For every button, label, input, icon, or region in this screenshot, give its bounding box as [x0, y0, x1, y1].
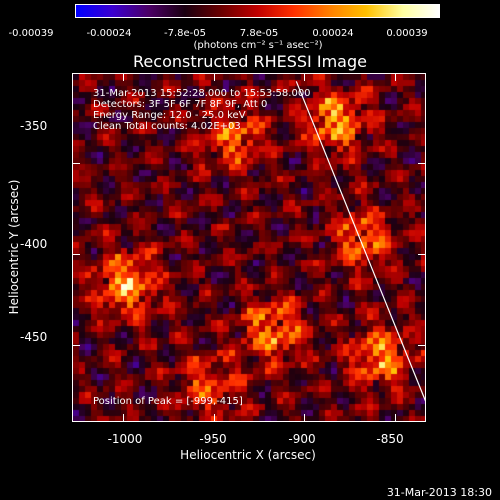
x-tick-label: -950	[199, 432, 227, 446]
x-tick-label: -900	[288, 432, 316, 446]
solar-limb-overlay	[295, 81, 425, 402]
y-tick-mark	[72, 345, 80, 347]
x-tick-mark	[122, 414, 124, 422]
info-detectors: Detectors: 3F 5F 6F 7F 8F 9F, Att 0	[93, 99, 268, 110]
y-tick-mark	[418, 345, 426, 347]
info-energy-range: Energy Range: 12.0 - 25.0 keV	[93, 110, 246, 121]
x-tick-mark	[395, 73, 397, 81]
plot-area: 31-Mar-2013 15:52:28.000 to 15:53:58.000…	[72, 73, 426, 422]
colorbar	[75, 4, 440, 18]
x-tick-mark	[122, 73, 124, 81]
y-tick-label: -400	[20, 237, 48, 251]
y-tick-mark	[418, 253, 426, 255]
colorbar-tick-label: 0.00024	[312, 28, 354, 39]
heatmap-image	[73, 74, 425, 421]
y-tick-mark	[72, 162, 80, 164]
x-tick-mark	[213, 414, 215, 422]
y-tick-label: -350	[20, 119, 48, 133]
info-total-counts: Clean Total counts: 4.02E+03	[93, 121, 241, 132]
x-tick-mark	[395, 414, 397, 422]
x-tick-label: -1000	[107, 432, 143, 446]
peak-position-label: Position of Peak = [-999,-415]	[93, 396, 243, 407]
colorbar-tick-label: 0.00039	[386, 28, 428, 39]
x-tick-mark	[213, 73, 215, 81]
colorbar-tick-label: -0.00024	[86, 28, 132, 39]
x-axis-label: Heliocentric X (arcsec)	[180, 448, 316, 462]
y-tick-label: -450	[20, 330, 48, 344]
solar-limb-line	[295, 81, 425, 402]
x-tick-mark	[304, 414, 306, 422]
x-tick-mark	[304, 73, 306, 81]
colorbar-tick-label: -7.8e-05	[164, 28, 206, 39]
x-tick-label: -850	[376, 432, 404, 446]
colorbar-tick-label: 7.8e-05	[239, 28, 279, 39]
colorbar-tick-label: -0.00039	[8, 28, 54, 39]
y-tick-mark	[418, 162, 426, 164]
colorbar-unit-label: (photons cm⁻² s⁻¹ asec⁻²)	[193, 40, 323, 51]
y-axis-label: Heliocentric Y (arcsec)	[7, 179, 21, 315]
plot-timestamp: 31-Mar-2013 18:30	[386, 486, 492, 499]
y-tick-mark	[72, 253, 80, 255]
info-time-range: 31-Mar-2013 15:52:28.000 to 15:53:58.000	[93, 88, 311, 99]
chart-title: Reconstructed RHESSI Image	[133, 52, 367, 71]
